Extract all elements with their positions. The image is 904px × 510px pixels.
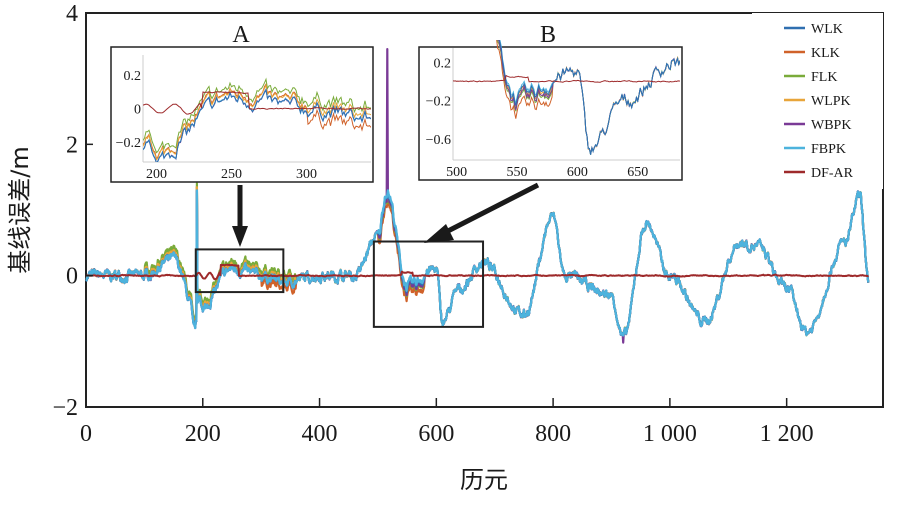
inset-y-tick-label: −0.2 bbox=[116, 136, 141, 151]
series-line-klk bbox=[85, 185, 870, 337]
main-series-group bbox=[85, 48, 870, 344]
legend-item: WLPK bbox=[784, 94, 851, 109]
y-tick-label: 0 bbox=[66, 264, 78, 290]
inset-x-tick-label: 600 bbox=[567, 165, 588, 180]
inset-series-line-df-ar bbox=[143, 91, 371, 115]
legend: WLK KLK FLK WLPK WBPK FBPK DF-AR bbox=[752, 13, 883, 189]
inset-a-label: A bbox=[232, 22, 250, 48]
legend-item: DF-AR bbox=[784, 166, 854, 181]
x-tick-label: 400 bbox=[302, 421, 338, 447]
legend-label: WLK bbox=[811, 22, 843, 37]
x-axis-title: 历元 bbox=[460, 466, 508, 494]
legend-item: FLK bbox=[784, 70, 837, 85]
x-tick-label: 200 bbox=[185, 421, 221, 447]
arrow-b bbox=[424, 182, 540, 243]
legend-item: WLK bbox=[784, 22, 843, 37]
x-tick-label: 0 bbox=[80, 421, 92, 447]
x-tick-label: 600 bbox=[418, 421, 454, 447]
y-axis: −2 0 2 4 bbox=[52, 1, 93, 421]
x-tick-label: 1 000 bbox=[643, 421, 697, 447]
legend-item: WBPK bbox=[784, 118, 851, 133]
x-tick-label: 800 bbox=[535, 421, 571, 447]
arrow-a bbox=[232, 185, 248, 247]
inset-x-tick-label: 200 bbox=[146, 167, 167, 182]
y-tick-label: −2 bbox=[52, 395, 78, 421]
inset-series-line-df-ar bbox=[453, 74, 680, 83]
legend-label: DF-AR bbox=[811, 166, 854, 181]
inset-y-tick-label: 0.2 bbox=[124, 69, 142, 84]
y-axis-title: 基线误差/m bbox=[6, 146, 34, 273]
x-tick-label: 1 200 bbox=[760, 421, 814, 447]
inset-y-tick-label: 0.2 bbox=[434, 56, 452, 71]
inset-a-source-box bbox=[194, 248, 285, 294]
inset-series-line-wlpk bbox=[143, 83, 371, 161]
inset-x-tick-label: 300 bbox=[296, 167, 317, 182]
inset-y-tick-label: 0 bbox=[134, 103, 141, 118]
y-tick-label: 4 bbox=[66, 1, 78, 27]
legend-label: WLPK bbox=[811, 94, 851, 109]
inset-x-tick-label: 500 bbox=[446, 165, 467, 180]
inset-x-tick-label: 550 bbox=[506, 165, 527, 180]
inset-x-tick-label: 250 bbox=[221, 167, 242, 182]
legend-background bbox=[752, 13, 883, 189]
inset-b: B 0.2 −0.2 −0.6 500 550 600 650 bbox=[418, 22, 683, 181]
y-tick-label: 2 bbox=[66, 132, 78, 158]
inset-x-tick-label: 650 bbox=[627, 165, 648, 180]
legend-label: WBPK bbox=[811, 118, 851, 133]
x-axis: 0 200 400 600 800 1 000 1 200 bbox=[80, 398, 814, 447]
plot-frame bbox=[85, 12, 884, 408]
series-line-df-ar bbox=[85, 263, 869, 281]
series-line-fbpk bbox=[85, 189, 870, 337]
inset-y-tick-label: −0.2 bbox=[426, 95, 451, 110]
legend-label: FLK bbox=[811, 70, 837, 85]
inset-series-line-wlk bbox=[498, 40, 680, 155]
legend-item: FBPK bbox=[784, 142, 846, 157]
legend-item: KLK bbox=[784, 46, 840, 61]
legend-label: FBPK bbox=[811, 142, 846, 157]
series-line-wlk bbox=[85, 189, 870, 337]
inset-series-line-flk bbox=[143, 77, 371, 154]
series-line-wlpk bbox=[85, 186, 870, 337]
legend-label: KLK bbox=[811, 46, 840, 61]
series-line-flk bbox=[85, 182, 870, 337]
inset-y-tick-label: −0.6 bbox=[426, 133, 451, 148]
inset-b-label: B bbox=[540, 22, 556, 48]
inset-a: A 0.2 0 −0.2 200 250 300 bbox=[110, 22, 374, 183]
